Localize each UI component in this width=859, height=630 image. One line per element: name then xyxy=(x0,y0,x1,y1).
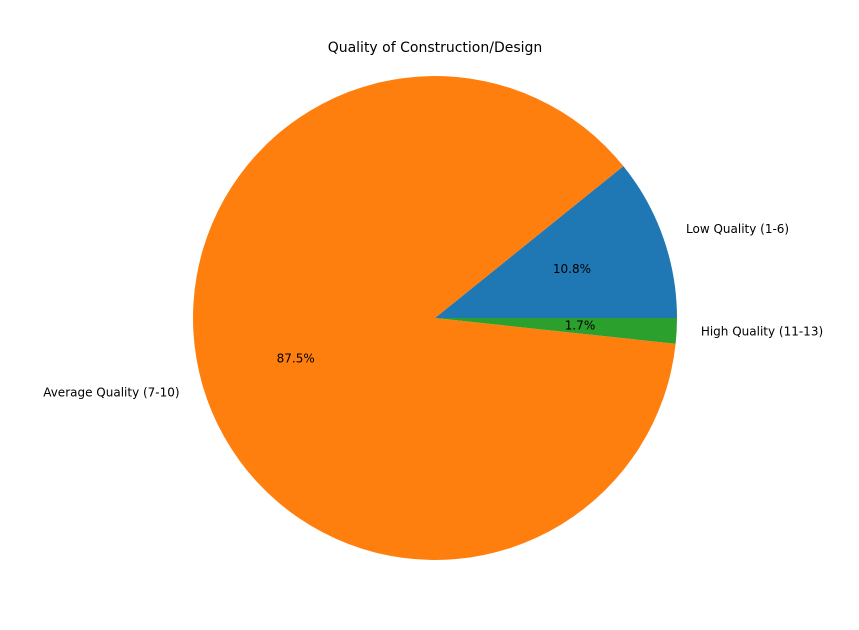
pie-slices xyxy=(192,76,677,561)
slice-pct-low-quality-1-6: 10.8% xyxy=(553,262,591,276)
slice-label-low-quality-1-6: Low Quality (1-6) xyxy=(686,222,789,236)
chart-title: Quality of Construction/Design xyxy=(328,40,543,56)
slice-label-high-quality-11-13: High Quality (11-13) xyxy=(701,325,823,339)
pie-slice-low-quality-1-6 xyxy=(435,166,677,318)
pie-slice-high-quality-11-13 xyxy=(435,318,677,344)
slice-pct-high-quality-11-13: 1.7% xyxy=(565,318,596,332)
slice-label-average-quality-7-10: Average Quality (7-10) xyxy=(43,386,179,400)
pie-labels: Low Quality (1-6) 10.8% Average Quality (7… xyxy=(43,222,823,400)
slice-pct-average-quality-7-10: 87.5% xyxy=(277,351,315,365)
pie-slice-average-quality-7-10 xyxy=(192,76,676,561)
